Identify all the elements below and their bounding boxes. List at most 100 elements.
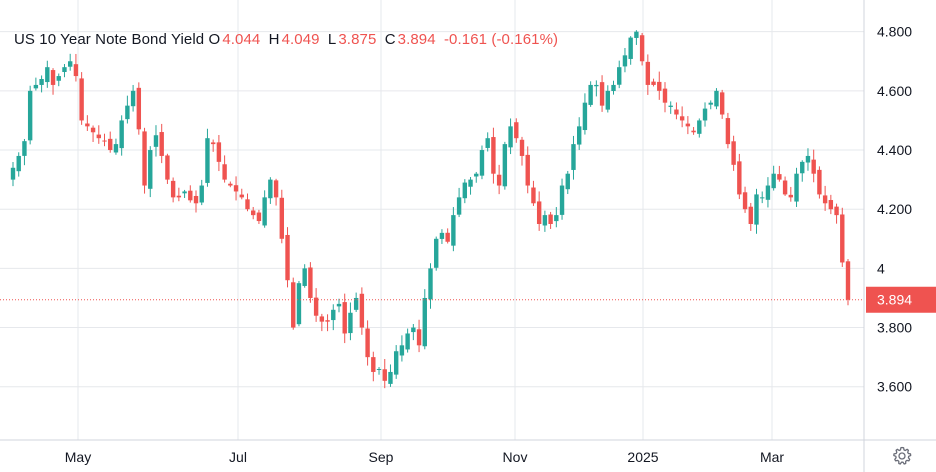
legend-close-value: 3.894 — [397, 31, 436, 48]
candle-body — [102, 140, 107, 142]
legend-high-label: H — [268, 31, 280, 48]
candle-body — [822, 195, 828, 204]
candle-body — [96, 134, 101, 139]
candle-body — [411, 327, 416, 333]
candle-body — [119, 120, 124, 149]
candle-body — [348, 312, 353, 334]
candle-body — [296, 283, 302, 325]
legend-change: -0.161 (-0.161%) — [443, 31, 559, 48]
candle-body — [634, 31, 639, 38]
candle-body — [617, 67, 622, 85]
candle-body — [679, 116, 685, 121]
candle-body — [771, 173, 776, 189]
legend: US 10 Year Note Bond Yield O 4.044 H 4.049… — [14, 31, 558, 48]
candle-body — [319, 316, 325, 322]
candle-body — [353, 297, 359, 310]
candle-body — [840, 214, 845, 263]
candle-body — [474, 173, 479, 177]
candle-body — [331, 309, 336, 321]
candle-body — [342, 302, 347, 334]
candle-body — [777, 174, 782, 180]
candle-body — [210, 142, 216, 145]
candle-body — [668, 105, 673, 107]
candle-body — [233, 185, 239, 192]
candle-body — [45, 67, 50, 83]
candle-body — [462, 182, 468, 199]
candle-body — [737, 161, 742, 195]
candle-body — [811, 159, 816, 174]
gear-icon[interactable] — [892, 446, 912, 466]
candle-body — [622, 55, 628, 67]
candle-body — [50, 70, 56, 85]
x-tick-label: Mar — [760, 449, 784, 465]
candle-body — [130, 90, 136, 107]
candle-body — [262, 197, 267, 226]
last-price-badge — [866, 286, 936, 313]
legend-title: US 10 Year Note Bond Yield — [14, 31, 205, 48]
candle-body — [113, 144, 119, 153]
candle-body — [182, 191, 187, 194]
candle-body — [605, 90, 610, 110]
candle-body — [216, 142, 222, 162]
legend-open-value: 4.044 — [222, 31, 261, 48]
candle-body — [22, 141, 27, 156]
candle-body — [125, 105, 130, 120]
candle-body — [565, 173, 570, 190]
candle-body — [800, 161, 805, 174]
candle-body — [239, 194, 244, 198]
candle-body — [828, 200, 834, 210]
candle-body — [33, 84, 39, 89]
candle-body — [719, 92, 725, 115]
y-tick-label: 3.800 — [877, 320, 912, 336]
y-tick-label: 4 — [877, 260, 885, 276]
candle-body — [468, 179, 473, 187]
candle-body — [451, 215, 456, 246]
y-tick-label: 4.400 — [877, 142, 912, 158]
last-price-label: 3.894 — [877, 292, 912, 308]
candle-body — [548, 214, 553, 224]
candle-body — [365, 328, 370, 358]
candle-body — [805, 155, 811, 163]
candle-body — [62, 67, 67, 73]
x-tick-label: Nov — [503, 449, 528, 465]
candle-body — [136, 87, 142, 130]
candle-body — [765, 185, 771, 200]
legend-high-value: 4.049 — [281, 31, 320, 48]
candle-body — [645, 61, 651, 85]
candle-body — [496, 174, 502, 186]
candle-body — [554, 215, 559, 222]
candle-body — [599, 82, 605, 106]
candle-body — [165, 155, 170, 180]
candle-body — [67, 61, 73, 67]
candle-body — [393, 351, 399, 375]
candle-body — [73, 64, 79, 77]
candle-body — [445, 232, 450, 242]
legend-low-label: L — [327, 31, 337, 48]
candle-body — [536, 201, 542, 224]
candle-body — [85, 123, 90, 127]
y-tick-label: 4.600 — [877, 83, 912, 99]
candle-body — [176, 195, 182, 198]
candle-body — [428, 268, 433, 300]
candle-body — [90, 127, 96, 133]
x-tick-label: 2025 — [627, 449, 658, 465]
candle-body — [336, 303, 342, 307]
candle-body — [79, 78, 84, 121]
candle-body — [845, 261, 851, 300]
candle-body — [10, 167, 16, 180]
candle-body — [485, 138, 490, 148]
candle-body — [405, 333, 410, 350]
candle-body — [508, 126, 513, 148]
candle-body — [416, 329, 422, 346]
candle-body — [531, 187, 536, 204]
candle-body — [725, 118, 731, 145]
candle-body — [308, 267, 313, 298]
candle-body — [153, 135, 159, 147]
candle-body — [657, 81, 662, 91]
candle-body — [434, 238, 439, 268]
candle-body — [702, 108, 708, 121]
candle-body — [817, 169, 822, 195]
candle-body — [279, 197, 285, 239]
